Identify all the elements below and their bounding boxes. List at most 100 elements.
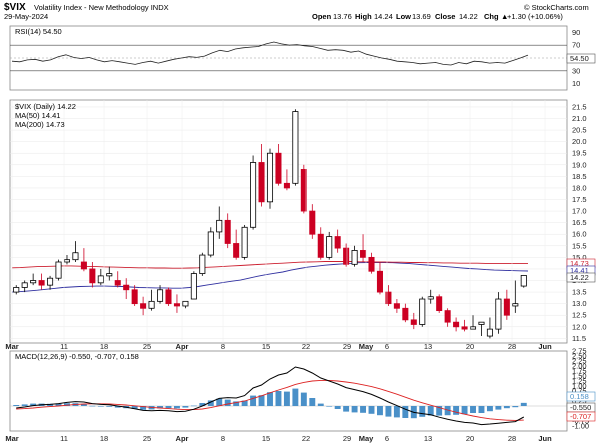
x-tick-label-bottom: 29 — [343, 434, 351, 443]
rsi-tick-label: 10 — [572, 79, 580, 88]
high-value: 14.24 — [374, 12, 393, 21]
x-tick-label: 22 — [302, 342, 310, 351]
candle-up — [72, 252, 79, 261]
macd-histogram-bar — [199, 403, 206, 406]
candle-up — [512, 303, 519, 307]
candle-down — [131, 289, 138, 305]
x-tick-label-bottom: 25 — [143, 434, 151, 443]
ma200-legend: MA(200) 14.73 — [15, 120, 65, 129]
candle-down — [123, 284, 130, 291]
macd-histogram-bar — [427, 406, 434, 416]
candle-up — [47, 277, 54, 286]
macd-tick-label: 2.25 — [572, 357, 587, 366]
price-tick-label: 15.0 — [572, 253, 587, 262]
candle-down — [444, 310, 451, 323]
symbol-name: Volatility Index - New Methodology INDX — [34, 3, 169, 12]
x-tick-label-bottom: 22 — [302, 434, 310, 443]
price-tick-label: 17.5 — [572, 195, 587, 204]
macd-histogram-bar — [224, 399, 231, 406]
candle-up — [199, 254, 206, 274]
macd-tick-label: 0.75 — [572, 387, 587, 396]
candle-down — [393, 303, 400, 309]
candle-down — [368, 256, 375, 272]
candle-down — [410, 319, 417, 325]
macd-histogram-bar — [317, 403, 324, 406]
price-tick-label: 20.0 — [572, 137, 587, 146]
candle-down — [233, 243, 240, 258]
candle-up — [97, 275, 104, 284]
candle-down — [140, 303, 147, 309]
candle-down — [402, 307, 409, 321]
candle-down — [343, 247, 350, 265]
macd-histogram-bar — [267, 392, 273, 406]
price-tick-label: 13.5 — [572, 288, 587, 297]
symbol-label: $VIX — [4, 2, 26, 13]
candle-down — [165, 289, 172, 305]
candle-down — [309, 210, 316, 235]
macd-histogram-bar — [334, 406, 341, 409]
price-value-tag: 14.22 — [566, 272, 596, 283]
macd-histogram-bar — [30, 403, 37, 406]
header-date: 29-May-2024 — [4, 12, 48, 21]
macd-chart: 2.752.502.252.001.751.501.251.000.750.50… — [10, 347, 589, 431]
macd-tick-label: 1.25 — [572, 377, 587, 386]
ma50-value-tag-text: 14.41 — [570, 266, 589, 275]
macd-legend: MACD(12,26,9) -0.550, -0.707, 0.158 — [15, 352, 139, 361]
candle-down — [89, 268, 96, 284]
macd-histogram-bar — [233, 401, 240, 406]
candle-down — [453, 321, 460, 328]
macd-histogram-bar — [216, 398, 223, 406]
candle-up — [469, 326, 477, 330]
candle-up — [478, 321, 485, 325]
x-tick-label-bottom: Apr — [176, 434, 189, 443]
candle-up — [21, 282, 28, 288]
candle-up — [106, 273, 113, 277]
ma50-legend: MA(50) 14.41 — [15, 111, 60, 120]
x-tick-label-bottom: 6 — [385, 434, 389, 443]
macd-histogram-bar — [495, 406, 502, 410]
rsi-line — [11, 41, 529, 66]
rsi-tick-label: 90 — [572, 28, 580, 37]
macd-signal-tag: -0.550 — [566, 402, 596, 413]
macd-histogram-bar — [486, 406, 493, 412]
macd-histogram-bar — [326, 406, 333, 407]
candle-down — [38, 280, 45, 286]
price-tick-label: 12.0 — [572, 322, 587, 331]
candle-up — [486, 328, 493, 337]
x-tick-label: 29 — [343, 342, 351, 351]
macd-histogram-bar — [182, 406, 189, 408]
macd-histogram-bar — [419, 406, 426, 417]
candle-up — [326, 236, 333, 258]
low-value: 13.69 — [412, 12, 431, 21]
x-tick-label: 28 — [508, 342, 516, 351]
price-tick-label: 19.5 — [572, 149, 587, 158]
macd-histogram-bar — [13, 405, 20, 406]
candle-up — [419, 298, 426, 325]
x-tick-label: 8 — [221, 342, 225, 351]
macd-histogram-bar — [97, 406, 104, 407]
rsi-tick-label: 30 — [572, 66, 580, 75]
macd-histogram-bar — [385, 406, 392, 417]
candle-down — [334, 236, 341, 249]
macd-tick-label: 1.50 — [572, 372, 587, 381]
candle-up — [292, 111, 299, 184]
close-value: 14.22 — [459, 12, 478, 21]
macd-histogram-bar — [343, 406, 350, 412]
macd-line-tag-text: -0.707 — [570, 412, 591, 421]
open-value: 13.76 — [333, 12, 352, 21]
macd-histogram-bar — [55, 403, 62, 406]
x-tick-label-bottom: Jun — [538, 434, 552, 443]
macd-histogram-bar — [250, 395, 257, 406]
x-tick-label: 18 — [100, 342, 108, 351]
candle-up — [216, 219, 223, 233]
macd-histogram-bar — [89, 405, 96, 407]
macd-histogram-bar — [461, 406, 468, 415]
x-tick-label-bottom: 18 — [100, 434, 108, 443]
macd-histogram-bar — [512, 406, 519, 408]
price-tick-label: 15.5 — [572, 241, 587, 250]
macd-histogram-bar — [157, 406, 163, 409]
macd-histogram-bar — [300, 392, 307, 406]
x-tick-label: Jun — [538, 342, 552, 351]
x-tick-label-bottom: 28 — [508, 434, 516, 443]
chg-arrow-icon: ▲ — [501, 12, 508, 21]
